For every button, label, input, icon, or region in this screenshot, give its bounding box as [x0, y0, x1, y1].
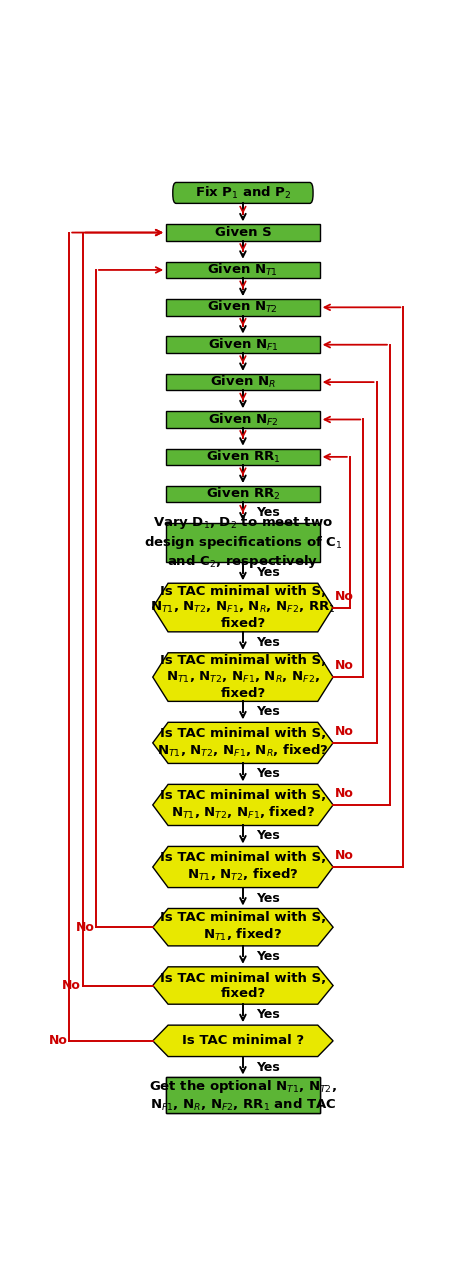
Text: Fix P$_1$ and P$_2$: Fix P$_1$ and P$_2$: [195, 185, 291, 201]
Text: No: No: [62, 979, 81, 992]
Polygon shape: [153, 908, 333, 946]
Polygon shape: [153, 653, 333, 702]
Bar: [166, 523, 320, 562]
Bar: [166, 225, 320, 241]
Text: Is TAC minimal with S,
N$_{T1}$, fixed?: Is TAC minimal with S, N$_{T1}$, fixed?: [160, 911, 326, 943]
Text: Is TAC minimal with S,
N$_{T1}$, N$_{T2}$, N$_{F1}$, N$_R$, fixed?: Is TAC minimal with S, N$_{T1}$, N$_{T2}…: [157, 727, 329, 758]
Polygon shape: [153, 784, 333, 825]
Bar: [166, 373, 320, 390]
Polygon shape: [153, 967, 333, 1005]
Text: Given RR$_1$: Given RR$_1$: [206, 449, 280, 464]
Text: Given N$_{T1}$: Given N$_{T1}$: [208, 262, 278, 278]
Polygon shape: [153, 847, 333, 888]
Text: Is TAC minimal ?: Is TAC minimal ?: [182, 1034, 304, 1047]
Text: No: No: [335, 849, 354, 862]
Text: Vary D$_1$, D$_2$ to meet two
design specifications of C$_1$
and C$_2$, respecti: Vary D$_1$, D$_2$ to meet two design spe…: [144, 516, 342, 570]
Text: No: No: [335, 788, 354, 801]
Text: Get the optional N$_{T1}$, N$_{T2}$,
N$_{F1}$, N$_R$, N$_{F2}$, RR$_1$ and TAC: Get the optional N$_{T1}$, N$_{T2}$, N$_…: [149, 1078, 337, 1114]
Text: No: No: [335, 590, 354, 603]
Text: Yes: Yes: [256, 767, 280, 780]
Text: Given S: Given S: [215, 226, 271, 239]
FancyBboxPatch shape: [173, 182, 313, 204]
Text: Given RR$_2$: Given RR$_2$: [206, 486, 280, 503]
Text: Is TAC minimal with S,
N$_{T1}$, N$_{T2}$, N$_{F1}$, N$_R$, N$_{F2}$,
fixed?: Is TAC minimal with S, N$_{T1}$, N$_{T2}…: [160, 654, 326, 699]
Polygon shape: [153, 584, 333, 631]
Bar: [166, 336, 320, 353]
Bar: [166, 262, 320, 278]
Bar: [166, 412, 320, 427]
Bar: [166, 299, 320, 316]
Text: Is TAC minimal with S,
N$_{T1}$, N$_{T2}$, N$_{F1}$, fixed?: Is TAC minimal with S, N$_{T1}$, N$_{T2}…: [160, 789, 326, 821]
Bar: [166, 449, 320, 466]
Text: Is TAC minimal with S,
fixed?: Is TAC minimal with S, fixed?: [160, 971, 326, 999]
Polygon shape: [153, 1025, 333, 1056]
Text: Yes: Yes: [256, 1061, 280, 1074]
Polygon shape: [153, 722, 333, 763]
Text: Yes: Yes: [256, 566, 280, 579]
Text: Given N$_{T2}$: Given N$_{T2}$: [208, 299, 278, 316]
Text: Is TAC minimal with S,
N$_{T1}$, N$_{T2}$, N$_{F1}$, N$_R$, N$_{F2}$, RR$_1$
fix: Is TAC minimal with S, N$_{T1}$, N$_{T2}…: [150, 585, 336, 630]
Text: Yes: Yes: [256, 830, 280, 843]
Text: Given N$_R$: Given N$_R$: [210, 375, 276, 390]
Text: Yes: Yes: [256, 706, 280, 718]
Text: No: No: [75, 921, 94, 934]
Text: Given N$_{F2}$: Given N$_{F2}$: [208, 412, 278, 427]
Text: Given N$_{F1}$: Given N$_{F1}$: [208, 336, 278, 353]
Text: Is TAC minimal with S,
N$_{T1}$, N$_{T2}$, fixed?: Is TAC minimal with S, N$_{T1}$, N$_{T2}…: [160, 851, 326, 883]
Text: Yes: Yes: [256, 636, 280, 649]
Text: No: No: [49, 1034, 68, 1047]
Text: No: No: [335, 659, 354, 672]
Text: No: No: [335, 725, 354, 738]
Text: Yes: Yes: [256, 949, 280, 962]
Bar: [166, 1078, 320, 1114]
Text: Yes: Yes: [256, 507, 280, 520]
Text: Yes: Yes: [256, 892, 280, 905]
Text: Yes: Yes: [256, 1008, 280, 1021]
Bar: [166, 486, 320, 503]
Bar: [166, 1078, 320, 1114]
